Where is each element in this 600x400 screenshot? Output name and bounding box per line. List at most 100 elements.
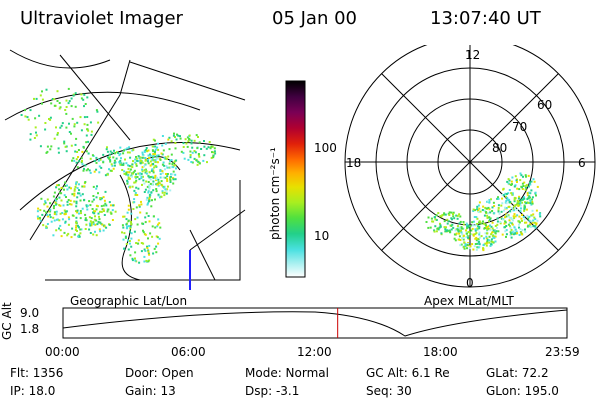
aurora-pixel — [472, 248, 475, 251]
aurora-pixel — [478, 243, 481, 246]
aurora-pixel — [508, 201, 511, 204]
aurora-pixel — [95, 234, 98, 237]
aurora-pixel — [518, 226, 520, 229]
aurora-pixel — [526, 198, 529, 201]
aurora-pixel — [79, 217, 82, 220]
aurora-pixel — [149, 176, 152, 178]
aurora-pixel — [155, 190, 158, 193]
aurora-pixel — [445, 230, 448, 232]
aurora-pixel — [63, 142, 66, 145]
aurora-pixel — [476, 246, 479, 249]
aurora-pixel — [143, 260, 146, 263]
aurora-pixel — [75, 216, 78, 219]
aurora-pixel — [90, 217, 93, 220]
aurora-pixel — [159, 173, 162, 176]
aurora-pixel — [139, 156, 142, 159]
aurora-pixel — [143, 182, 146, 185]
aurora-pixel — [144, 159, 147, 162]
aurora-pixel — [70, 105, 73, 108]
aurora-pixel — [525, 202, 528, 205]
aurora-pixel — [516, 203, 519, 206]
aurora-pixel — [457, 229, 460, 232]
aurora-pixel — [68, 186, 71, 189]
aurora-pixel — [503, 226, 506, 229]
aurora-pixel — [130, 220, 132, 223]
aurora-pixel — [49, 202, 52, 205]
aurora-pixel — [79, 232, 82, 235]
aurora-pixel — [443, 212, 446, 215]
aurora-pixel — [20, 114, 23, 116]
aurora-pixel — [154, 198, 156, 201]
aurora-pixel — [135, 157, 138, 160]
aurora-pixel — [510, 192, 513, 195]
aurora-pixel — [434, 218, 437, 221]
aurora-pixel — [76, 121, 79, 124]
aurora-pixel — [121, 169, 124, 171]
aurora-pixel — [467, 231, 470, 234]
aurora-pixel — [162, 149, 165, 152]
aurora-pixel — [139, 159, 142, 162]
aurora-pixel — [126, 179, 129, 182]
aurora-pixel — [95, 196, 98, 199]
aurora-pixel — [472, 210, 475, 212]
aurora-pixel — [513, 226, 516, 229]
aurora-pixel — [155, 178, 158, 180]
aurora-pixel — [111, 164, 114, 167]
aurora-pixel — [458, 213, 461, 216]
aurora-pixel — [53, 205, 55, 207]
aurora-pixel — [487, 212, 490, 215]
aurora-pixel — [76, 230, 78, 232]
aurora-pixel — [77, 149, 80, 151]
aurora-pixel — [141, 166, 144, 169]
aurora-pixel — [161, 190, 164, 193]
aurora-pixel — [209, 147, 212, 150]
aurora-pixel — [128, 146, 131, 149]
aurora-pixel — [497, 207, 500, 209]
aurora-pixel — [64, 109, 67, 111]
aurora-pixel — [535, 222, 538, 225]
aurora-pixel — [509, 211, 512, 214]
aurora-pixel — [138, 204, 141, 207]
aurora-pixel — [89, 171, 92, 174]
aurora-pixel — [142, 175, 144, 178]
aurora-pixel — [77, 226, 80, 229]
aurora-pixel — [53, 104, 56, 107]
aurora-pixel — [83, 93, 86, 96]
aurora-pixel — [65, 106, 68, 108]
longitude-line — [189, 209, 246, 251]
aurora-pixel — [157, 193, 160, 196]
aurora-pixel — [149, 232, 152, 235]
aurora-pixel — [156, 154, 159, 157]
aurora-pixel — [148, 185, 151, 188]
aurora-pixel — [169, 181, 172, 183]
aurora-pixel — [153, 153, 156, 156]
aurora-pixel — [491, 227, 494, 230]
aurora-pixel — [81, 185, 84, 188]
aurora-pixel — [64, 210, 67, 213]
aurora-pixel — [125, 172, 128, 175]
aurora-pixel — [119, 159, 122, 162]
aurora-pixel — [149, 178, 152, 181]
aurora-pixel — [81, 207, 84, 210]
aurora-pixel — [497, 230, 500, 233]
aurora-pixel — [151, 159, 154, 162]
aurora-pixel — [488, 227, 491, 230]
aurora-pixel — [71, 214, 74, 217]
aurora-pixel — [507, 198, 510, 201]
aurora-pixel — [182, 151, 185, 154]
aurora-pixel — [146, 196, 149, 199]
aurora-pixel — [183, 157, 186, 160]
aurora-pixel — [444, 228, 447, 231]
aurora-pixel — [72, 157, 75, 160]
aurora-pixel — [45, 211, 48, 214]
aurora-pixel — [425, 221, 428, 223]
altitude-xtick-3: 18:00 — [423, 345, 458, 359]
aurora-pixel — [531, 209, 534, 212]
aurora-pixel — [70, 132, 72, 135]
mlt-label-0: 0 — [466, 276, 474, 290]
aurora-pixel — [133, 198, 136, 201]
aurora-pixel — [465, 229, 467, 232]
aurora-pixel — [512, 219, 514, 222]
aurora-pixel — [58, 107, 61, 110]
aurora-pixel — [74, 186, 77, 188]
